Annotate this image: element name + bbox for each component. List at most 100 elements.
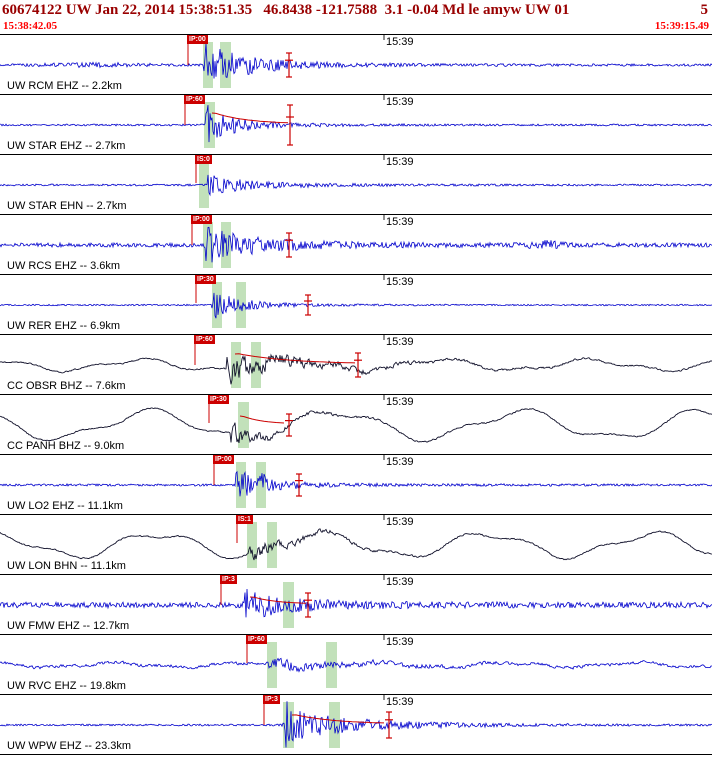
phase-pick-flag[interactable]: IS:0 — [195, 155, 212, 164]
time-gridline-label: 15:39 — [386, 396, 414, 408]
seismogram-canvas — [0, 635, 712, 688]
waveform-panel[interactable]: 15:39 IP:30 UW RER EHZ -- 6.9km — [0, 274, 712, 334]
window-end-time: 15:39:15.49 — [654, 20, 709, 32]
coda-decay-curve — [291, 714, 385, 724]
waveform-panel[interactable]: 15:39 IP:3 UW FMW EHZ -- 12.7km — [0, 574, 712, 634]
waveform-panel[interactable]: 15:39 IP:60 CC OBSR BHZ -- 7.6km — [0, 334, 712, 394]
seismogram-canvas — [0, 275, 712, 328]
phase-pick-flag[interactable]: IP:00 — [187, 35, 208, 44]
time-gridline-label: 15:39 — [386, 456, 414, 468]
coda-window-band[interactable] — [267, 522, 277, 568]
phase-pick-flag[interactable]: IP:00 — [191, 215, 212, 224]
time-gridline-label: 15:39 — [386, 156, 414, 168]
window-start-time: 15:38:42.05 — [3, 20, 58, 32]
station-label: UW RCS EHZ -- 3.6km — [7, 260, 121, 272]
station-label: UW LO2 EHZ -- 11.1km — [7, 500, 123, 512]
coda-decay-curve — [234, 353, 356, 364]
waveform-trace — [0, 657, 712, 673]
time-gridline-label: 15:39 — [386, 276, 414, 288]
phase-pick-flag[interactable]: IP:3 — [220, 575, 237, 584]
station-label: UW WPW EHZ -- 23.3km — [7, 740, 132, 752]
station-label: UW STAR EHZ -- 2.7km — [7, 140, 126, 152]
station-label: UW FMW EHZ -- 12.7km — [7, 620, 130, 632]
seismogram-canvas — [0, 35, 712, 88]
station-label: UW STAR EHN -- 2.7km — [7, 200, 127, 212]
seismogram-canvas — [0, 215, 712, 268]
coda-decay-curve — [239, 415, 285, 424]
waveform-trace — [0, 470, 712, 497]
amplitude-pick-marker[interactable] — [354, 352, 362, 378]
coda-window-band[interactable] — [247, 522, 257, 568]
coda-window-band[interactable] — [203, 42, 213, 88]
waveform-panel[interactable]: 15:39 IS:1 UW LON BHN -- 11.1km — [0, 514, 712, 574]
waveform-trace — [0, 353, 712, 385]
waveform-panel[interactable]: 15:39 IP:00 UW RCM EHZ -- 2.2km — [0, 34, 712, 94]
station-label: UW RCM EHZ -- 2.2km — [7, 80, 122, 92]
coda-window-band[interactable] — [283, 702, 294, 748]
amplitude-pick-marker[interactable] — [285, 232, 293, 258]
coda-window-band[interactable] — [326, 642, 337, 688]
amplitude-pick-marker[interactable] — [285, 413, 293, 437]
amplitude-pick-marker[interactable] — [285, 52, 293, 78]
station-label: UW LON BHN -- 11.1km — [7, 560, 126, 572]
waveform-trace — [0, 43, 712, 79]
coda-window-band[interactable] — [251, 342, 261, 388]
coda-window-band[interactable] — [203, 222, 213, 268]
coda-window-band[interactable] — [236, 282, 246, 328]
time-gridline-label: 15:39 — [386, 96, 414, 108]
waveform-panel[interactable]: 15:39 IP:60 UW RVC EHZ -- 19.8km — [0, 634, 712, 694]
waveform-panel[interactable]: 15:39 IP:3 UW WPW EHZ -- 23.3km — [0, 694, 712, 754]
event-header: 60674122 UW Jan 22, 2014 15:38:51.35 46.… — [0, 0, 712, 20]
time-gridline-label: 15:39 — [386, 216, 414, 228]
phase-pick-flag[interactable]: IS:1 — [236, 515, 253, 524]
phase-pick-flag[interactable]: IP:60 — [246, 635, 267, 644]
amplitude-pick-marker[interactable] — [304, 592, 312, 618]
waveform-trace — [0, 528, 712, 561]
seismogram-canvas — [0, 515, 712, 568]
time-gridline-label: 15:39 — [386, 516, 414, 528]
time-gridline-label: 15:39 — [386, 36, 414, 48]
event-info: 60674122 UW Jan 22, 2014 15:38:51.35 46.… — [2, 2, 570, 18]
coda-window-band[interactable] — [238, 402, 249, 448]
waveform-trace — [0, 292, 712, 319]
phase-pick-flag[interactable]: IP:3 — [263, 695, 280, 704]
waveform-panel[interactable]: 15:39 IP:00 UW LO2 EHZ -- 11.1km — [0, 454, 712, 514]
waveform-trace — [0, 407, 712, 444]
waveform-panel[interactable]: 15:39 IP:00 UW RCS EHZ -- 3.6km — [0, 214, 712, 274]
waveform-trace — [0, 701, 712, 748]
time-range-bar: 15:38:42.05 15:39:15.49 — [0, 20, 712, 34]
waveform-panel[interactable]: 15:39 IS:0 UW STAR EHN -- 2.7km — [0, 154, 712, 214]
event-header-right: 5 — [700, 2, 709, 18]
seismogram-canvas — [0, 335, 712, 388]
phase-pick-flag[interactable]: IP:60 — [184, 95, 205, 104]
time-gridline-label: 15:39 — [386, 636, 414, 648]
time-gridline-label: 15:39 — [386, 576, 414, 588]
station-label: CC PANH BHZ -- 9.0km — [7, 440, 125, 452]
station-label: UW RVC EHZ -- 19.8km — [7, 680, 126, 692]
amplitude-pick-marker[interactable] — [385, 711, 393, 739]
phase-pick-flag[interactable]: IP:00 — [213, 455, 234, 464]
coda-window-band[interactable] — [256, 462, 266, 508]
waveform-panels: 15:39 IP:00 UW RCM EHZ -- 2.2km 15:39 IP:60 U… — [0, 34, 712, 755]
phase-pick-flag[interactable]: IP:30 — [195, 275, 216, 284]
waveform-panel[interactable]: 15:39 IP:30 CC PANH BHZ -- 9.0km — [0, 394, 712, 454]
amplitude-pick-marker[interactable] — [304, 294, 312, 316]
waveform-trace — [0, 588, 712, 618]
phase-pick-flag[interactable]: IP:60 — [194, 335, 215, 344]
waveform-trace — [0, 226, 712, 263]
waveform-trace — [0, 105, 712, 143]
waveform-trace — [0, 174, 712, 197]
waveform-panel[interactable]: 15:39 IP:60 UW STAR EHZ -- 2.7km — [0, 94, 712, 154]
coda-decay-curve — [211, 112, 289, 124]
phase-pick-flag[interactable]: IP:30 — [208, 395, 229, 404]
time-gridline-label: 15:39 — [386, 696, 414, 708]
station-label: CC OBSR BHZ -- 7.6km — [7, 380, 126, 392]
station-label: UW RER EHZ -- 6.9km — [7, 320, 121, 332]
amplitude-pick-marker[interactable] — [295, 473, 303, 497]
coda-window-band[interactable] — [231, 342, 241, 388]
amplitude-pick-marker[interactable] — [286, 104, 294, 146]
coda-window-band[interactable] — [267, 642, 277, 688]
coda-decay-curve — [249, 596, 307, 604]
coda-window-band[interactable] — [212, 282, 222, 328]
time-gridline-label: 15:39 — [386, 336, 414, 348]
